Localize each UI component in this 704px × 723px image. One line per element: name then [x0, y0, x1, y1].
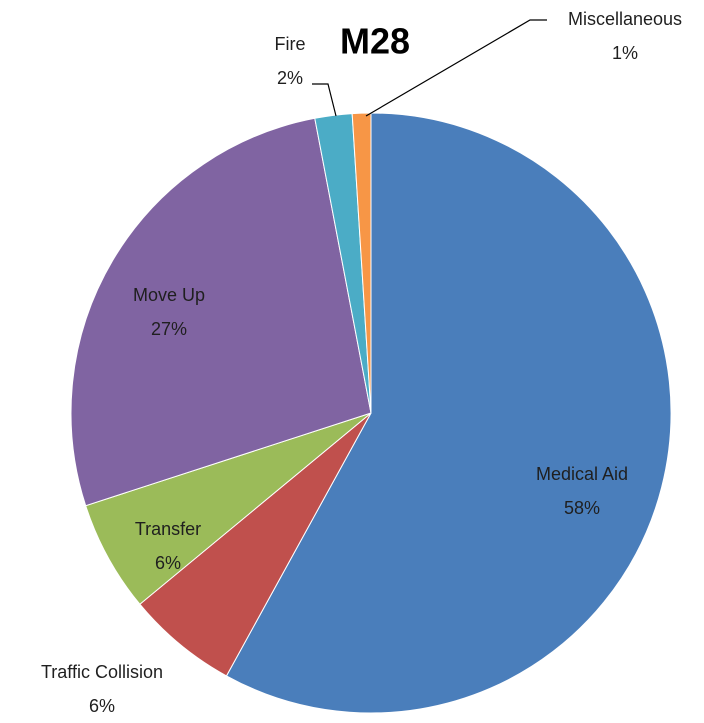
slice-label: Miscellaneous — [568, 9, 682, 29]
slice-value-label: 1% — [612, 43, 638, 63]
leader-line — [312, 83, 337, 117]
slice-label: Medical Aid — [536, 464, 628, 484]
slice-value-label: 6% — [155, 553, 181, 573]
slice-value-label: 27% — [151, 319, 187, 339]
slice-label: Fire — [275, 34, 306, 54]
slice-value-label: 2% — [277, 68, 303, 88]
pie-slice — [225, 112, 672, 714]
slice-label: Transfer — [135, 519, 201, 539]
slice-label: Traffic Collision — [41, 662, 163, 682]
chart-title: M28 — [340, 21, 410, 62]
slice-label: Move Up — [133, 285, 205, 305]
slice-value-label: 58% — [564, 498, 600, 518]
pie-slice — [70, 117, 372, 507]
leader-line — [365, 19, 547, 117]
slice-value-label: 6% — [89, 696, 115, 716]
